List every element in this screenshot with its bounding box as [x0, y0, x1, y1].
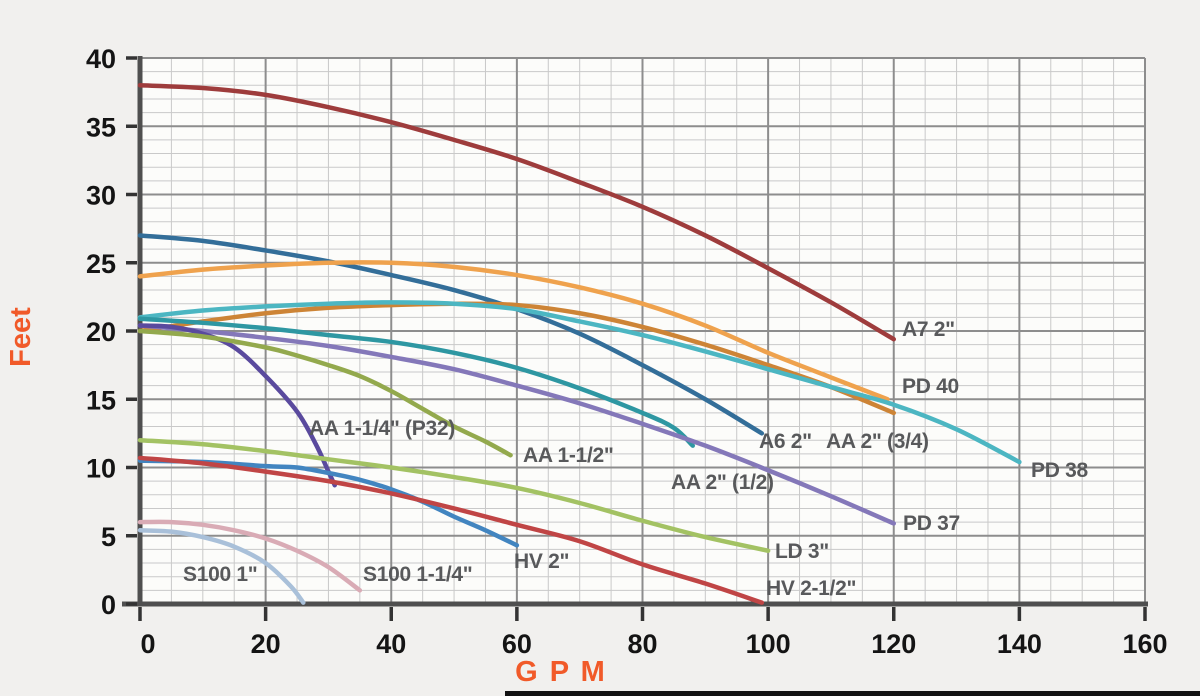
x-tick-label-140: 140 [997, 629, 1042, 659]
curve-label-aa-2-3-4: AA 2" (3/4) [826, 430, 929, 453]
y-tick-label-15: 15 [86, 385, 116, 415]
curve-hv-2 [137, 458, 520, 548]
x-tick-label-20: 20 [251, 629, 281, 659]
curve-hv-2-1-2 [137, 455, 765, 605]
curve-ld-3 [137, 437, 771, 554]
x-tick-label-60: 60 [502, 629, 532, 659]
curve-label-pd-38: PD 38 [1031, 459, 1088, 482]
curve-label-a7-2: A7 2" [902, 318, 955, 341]
curve-s100-1 [137, 528, 306, 605]
curve-label-aa-1-1-4-p32: AA 1-1/4" (P32) [309, 417, 455, 440]
x-axis-title: G P M [515, 656, 607, 688]
y-axis-title: Feet [5, 307, 37, 367]
curve-pd-38 [137, 300, 1022, 465]
x-tick-label-160: 160 [1122, 629, 1167, 659]
curve-label-pd-37: PD 37 [903, 512, 960, 535]
x-tick-label-80: 80 [627, 629, 657, 659]
curve-aa-1-1-4-p32 [137, 323, 337, 488]
curve-pd-40 [137, 260, 890, 402]
bottom-black-bar [505, 691, 1200, 696]
curve-label-aa-1-1-2: AA 1-1/2" [523, 444, 614, 467]
x-tick-label-0: 0 [140, 629, 155, 659]
y-tick-label-30: 30 [86, 181, 116, 211]
y-tick-label-20: 20 [86, 317, 116, 347]
curve-pd-37 [137, 323, 896, 526]
y-tick-label-0: 0 [101, 590, 116, 620]
y-tick-label-40: 40 [86, 44, 116, 74]
curve-label-s100-1: S100 1" [183, 563, 257, 586]
x-tick-label-40: 40 [376, 629, 406, 659]
curve-label-aa-2-1-2: AA 2" (1/2) [671, 471, 774, 494]
curve-label-ld-3: LD 3" [775, 540, 829, 563]
curve-label-hv-2: HV 2" [514, 550, 569, 573]
curve-a7-2 [137, 83, 896, 342]
curve-aa-2-1-2 [137, 316, 695, 448]
x-tick-label-100: 100 [746, 629, 791, 659]
curve-label-s100-1-1-4: S100 1-1/4" [363, 563, 472, 586]
curve-label-hv-2-1-2: HV 2-1/2" [766, 577, 856, 600]
y-tick-label-35: 35 [86, 112, 116, 142]
curve-aa-2-3-4 [137, 301, 896, 416]
curve-s100-1-1-4 [137, 519, 363, 593]
y-tick-label-10: 10 [86, 454, 116, 484]
curve-label-a6-2: A6 2" [759, 430, 812, 453]
curve-aa-1-1-2 [137, 328, 513, 458]
y-tick-label-5: 5 [101, 522, 116, 552]
y-tick-label-25: 25 [86, 249, 116, 279]
curve-label-pd-40: PD 40 [902, 375, 959, 398]
curve-a6-2 [137, 233, 765, 436]
x-tick-label-120: 120 [871, 629, 916, 659]
